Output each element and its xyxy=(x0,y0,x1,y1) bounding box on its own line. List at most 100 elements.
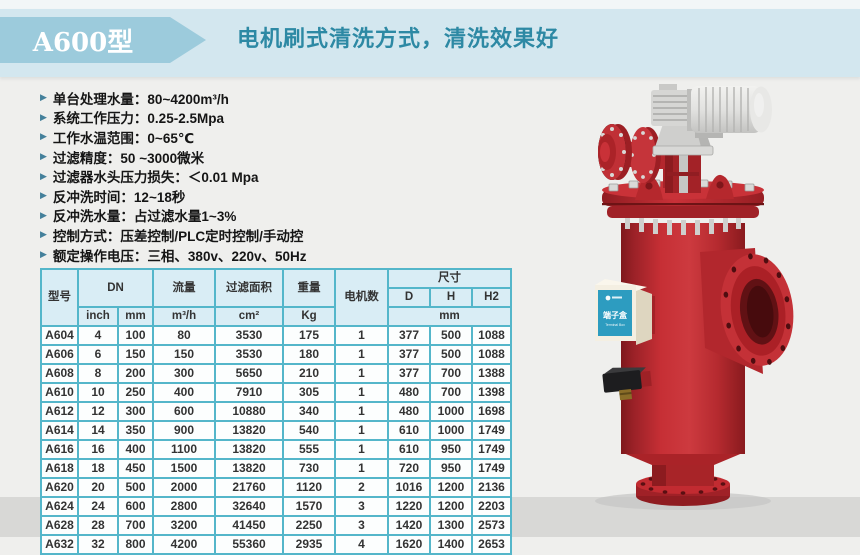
table-cell: 1388 xyxy=(470,363,513,384)
spec-list: ▶ 单台处理水量：80~4200m³/h ▶ 系统工作压力：0.25-2.5Mpa ▶ 工… xyxy=(40,88,307,264)
spec-item: ▶ 控制方式：压差控制/PLC定时控制/手动控 xyxy=(40,225,307,245)
col-weight-unit: Kg xyxy=(282,306,336,327)
table-cell: 2 xyxy=(334,477,389,498)
table-cell: 24 xyxy=(77,496,119,517)
table-cell: 175 xyxy=(282,325,336,346)
table-cell: A624 xyxy=(40,496,79,517)
table-cell: 6 xyxy=(77,344,119,365)
table-row: A628 28 700 3200 41450 2250 3 1420 1300 2573 xyxy=(40,515,513,536)
table-cell: A632 xyxy=(40,534,79,555)
table-cell: 450 xyxy=(117,458,154,479)
spec-text: 额定操作电压：三相、380v、220v、50Hz xyxy=(52,248,307,264)
table-cell: 5650 xyxy=(214,363,284,384)
col-dim-d: D xyxy=(387,287,431,308)
spec-text: 反冲洗时间：12~18秒 xyxy=(52,189,186,205)
table-cell: A614 xyxy=(40,420,79,441)
col-dn-inch: inch xyxy=(77,306,119,327)
page-title: 电机刷式清洗方式，清洗效果好 xyxy=(237,26,560,52)
table-cell: 600 xyxy=(152,401,216,422)
table-cell: 13820 xyxy=(214,439,284,460)
table-cell: 400 xyxy=(152,382,216,403)
table-cell: 100 xyxy=(117,325,154,346)
table-cell: A610 xyxy=(40,382,79,403)
table-cell: 950 xyxy=(429,439,473,460)
table-cell: 1000 xyxy=(429,420,473,441)
table-cell: 1 xyxy=(334,401,389,422)
table-cell: 20 xyxy=(77,477,119,498)
table-row: A612 12 300 600 10880 340 1 480 1000 1698 xyxy=(40,401,513,422)
table-cell: 4 xyxy=(77,325,119,346)
table-cell: 1016 xyxy=(387,477,431,498)
inlet-pipe xyxy=(598,124,697,188)
table-cell: 1200 xyxy=(429,477,473,498)
spec-text: 反冲洗水量：占过滤水量1~3% xyxy=(52,209,237,225)
table-row: A632 32 800 4200 55360 2935 4 1620 1400 2653 xyxy=(40,534,513,555)
table-cell: 28 xyxy=(77,515,119,536)
spec-text: 过滤精度：50 ~3000微米 xyxy=(52,150,205,166)
col-dims-unit: mm xyxy=(386,306,513,327)
spec-item: ▶ 系统工作压力：0.25-2.5Mpa xyxy=(40,108,307,128)
col-flow: 流量 xyxy=(152,268,216,308)
table-cell: A616 xyxy=(40,439,79,460)
table-row: A610 10 250 400 7910 305 1 480 700 1398 xyxy=(40,382,513,403)
table-cell: 180 xyxy=(282,344,336,365)
col-dims: 尺寸 xyxy=(386,268,513,289)
table-cell: 1570 xyxy=(282,496,336,517)
spec-item: ▶ 反冲洗水量：占过滤水量1~3% xyxy=(40,206,307,226)
spec-item: ▶ 额定操作电压：三相、380v、220v、50Hz xyxy=(40,245,307,265)
col-dim-h: H xyxy=(429,287,473,308)
triangle-bullet-icon: ▶ xyxy=(40,92,47,103)
table-cell: 150 xyxy=(117,344,154,365)
spec-text: 控制方式：压差控制/PLC定时控制/手动控 xyxy=(52,228,304,244)
col-dim-h2: H2 xyxy=(470,287,513,308)
table-cell: 800 xyxy=(117,534,154,555)
triangle-bullet-icon: ▶ xyxy=(40,249,47,260)
table-cell: 1500 xyxy=(152,458,216,479)
model-badge: A600型 xyxy=(0,17,206,63)
table-cell: 1398 xyxy=(470,382,513,403)
table-cell: 1220 xyxy=(387,496,431,517)
spec-item: ▶ 工作水温范围：0~65℃ xyxy=(40,127,307,147)
table-cell: 7910 xyxy=(214,382,284,403)
table-cell: 8 xyxy=(77,363,119,384)
table-cell: 1749 xyxy=(470,420,513,441)
col-dn-mm: mm xyxy=(117,306,154,327)
table-cell: A618 xyxy=(40,458,79,479)
table-cell: 340 xyxy=(282,401,336,422)
col-weight: 重量 xyxy=(282,268,336,308)
table-cell: 480 xyxy=(387,401,431,422)
triangle-bullet-icon: ▶ xyxy=(40,111,47,122)
table-cell: 1120 xyxy=(282,477,336,498)
table-row: A608 8 200 300 5650 210 1 377 700 1388 xyxy=(40,363,513,384)
table-cell: 14 xyxy=(77,420,119,441)
table-cell: 18 xyxy=(77,458,119,479)
table-cell: 400 xyxy=(117,439,154,460)
table-cell: 540 xyxy=(282,420,336,441)
terminal-box-sublabel: Terminal Box xyxy=(605,323,625,327)
table-cell: 730 xyxy=(282,458,336,479)
table-cell: 10880 xyxy=(214,401,284,422)
table-row: A620 20 500 2000 21760 1120 2 1016 1200 2136 xyxy=(40,477,513,498)
table-cell: 2250 xyxy=(282,515,336,536)
table-cell: 4 xyxy=(334,534,389,555)
spec-text: 系统工作压力：0.25-2.5Mpa xyxy=(52,111,224,127)
spec-item: ▶ 过滤精度：50 ~3000微米 xyxy=(40,147,307,167)
triangle-bullet-icon: ▶ xyxy=(40,190,47,201)
col-motor-count: 电机数 xyxy=(334,268,389,327)
table-cell: 1 xyxy=(334,344,389,365)
table-cell: A604 xyxy=(40,325,79,346)
col-flow-unit: m³/h xyxy=(152,306,216,327)
table-cell: 150 xyxy=(152,344,216,365)
table-cell: A606 xyxy=(40,344,79,365)
table-cell: 1000 xyxy=(429,401,473,422)
table-cell: A628 xyxy=(40,515,79,536)
table-cell: 950 xyxy=(429,458,473,479)
spec-text: 单台处理水量：80~4200m³/h xyxy=(52,91,229,107)
table-cell: 1 xyxy=(334,325,389,346)
spec-item: ▶ 反冲洗时间：12~18秒 xyxy=(40,186,307,206)
table-cell: 210 xyxy=(282,363,336,384)
table-cell: 1 xyxy=(334,363,389,384)
outlet-flange xyxy=(700,248,794,374)
table-cell: A608 xyxy=(40,363,79,384)
motor xyxy=(687,86,772,138)
